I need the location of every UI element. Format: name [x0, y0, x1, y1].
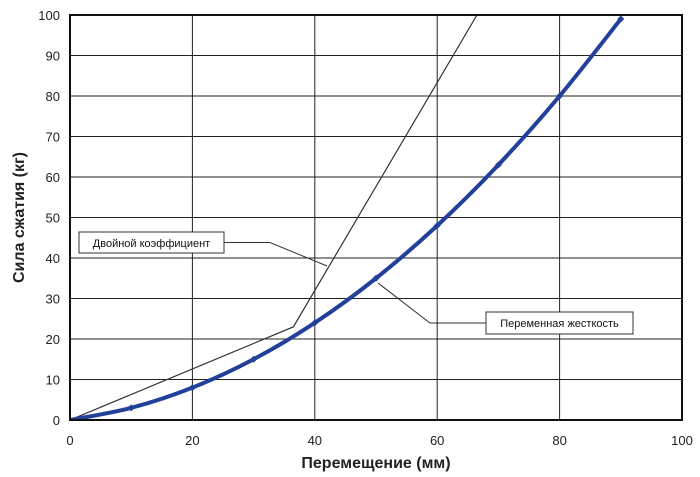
annotation-box-variable-rate	[485, 311, 634, 335]
data-point-marker	[556, 92, 564, 100]
series-line-variable-rate	[70, 17, 623, 420]
y-tick-label: 40	[46, 251, 60, 266]
x-axis-title: Перемещение (мм)	[301, 455, 450, 472]
data-point-marker	[433, 222, 441, 230]
y-axis-title: Сила сжатия (кг)	[11, 152, 28, 283]
x-tick-label: 80	[552, 433, 566, 448]
data-point-marker	[250, 355, 258, 363]
annotation-box-dual-rate	[78, 231, 225, 254]
y-tick-label: 70	[46, 130, 60, 145]
grid	[69, 14, 683, 421]
annotation-leader-dual-rate	[224, 242, 328, 267]
series-line-dual-rate	[70, 15, 478, 420]
y-tick-label: 0	[53, 413, 60, 428]
y-tick-label: 60	[46, 170, 60, 185]
y-tick-label: 10	[46, 373, 60, 388]
tick-labels: 0 20 40 60 80 100 0 10 20 30 40 50 60 70 80 90 100	[38, 8, 693, 448]
data-point-marker	[311, 319, 319, 327]
annotation-label-dual-rate: Двойной коэффициент	[93, 238, 210, 250]
y-tick-label: 50	[46, 211, 60, 226]
data-point-marker	[372, 274, 380, 282]
y-tick-label: 20	[46, 332, 60, 347]
data-point-marker	[617, 15, 625, 23]
x-tick-label: 0	[66, 433, 73, 448]
y-tick-label: 80	[46, 89, 60, 104]
data-point-marker	[127, 404, 135, 412]
y-tick-label: 100	[38, 8, 60, 23]
data-point-marker	[494, 161, 502, 169]
series-layer	[70, 15, 625, 420]
data-point-marker	[188, 384, 196, 392]
y-tick-label: 30	[46, 292, 60, 307]
annotation-layer: Двойной коэффициент Переменная жесткость	[78, 231, 634, 335]
x-tick-label: 100	[671, 433, 693, 448]
annotation-label-variable-rate: Переменная жесткость	[500, 318, 619, 330]
y-tick-label: 90	[46, 49, 60, 64]
annotation-leader-variable-rate	[377, 282, 486, 324]
x-tick-label: 60	[430, 433, 444, 448]
x-tick-label: 20	[185, 433, 199, 448]
plot-frame	[69, 14, 683, 421]
x-tick-label: 40	[308, 433, 322, 448]
